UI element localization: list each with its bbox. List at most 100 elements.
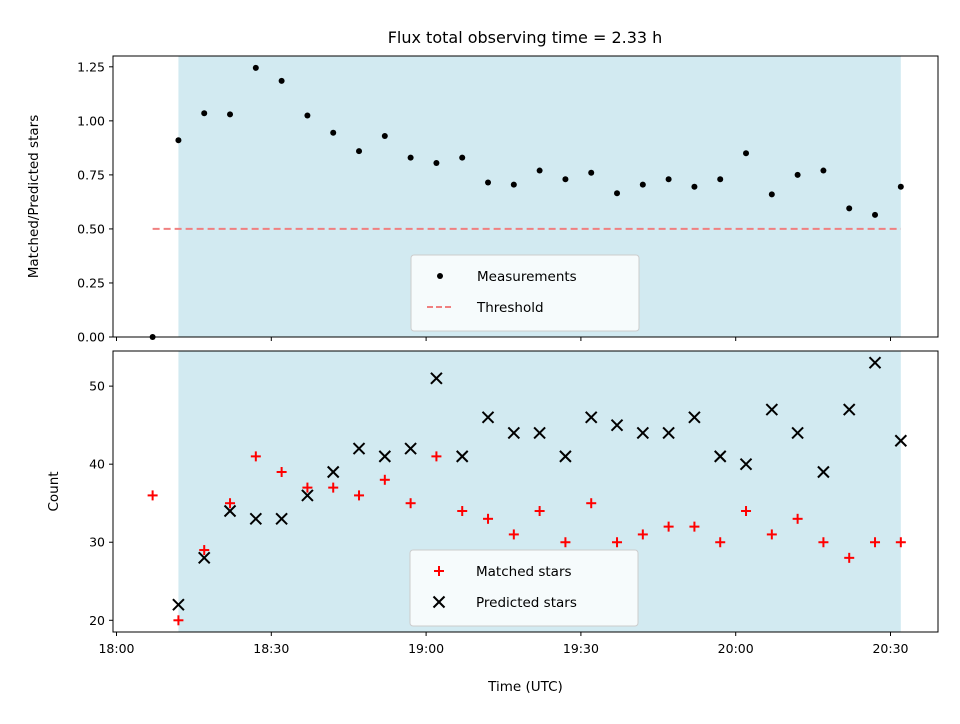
matched-stars-point [741,506,752,517]
predicted-stars-point [843,403,856,416]
axes-frame [112,55,939,338]
matched-stars-point [637,529,648,540]
predicted-stars-mark [275,512,288,526]
measurement-point [846,205,853,212]
legend: Matched stars Predicted stars [409,549,639,627]
x-tick-label: 19:30 [563,641,599,656]
matched-stars-point [534,506,545,517]
predicted-stars-mark [868,356,882,369]
measurement-point [897,183,904,190]
matched-stars-point [689,521,700,532]
predicted-stars-mark [894,434,908,447]
bottom-panel: 20 30 40 50 18:00 18:30 19:00 19:30 20:00 20:30 Co… [46,350,939,695]
predicted-stars-point [172,598,185,611]
measurement-point [639,181,646,188]
measurement-point [510,181,517,188]
predicted-stars-mark [507,426,521,440]
matched-stars-point [508,529,519,540]
measurement-point [743,150,750,157]
predicted-stars-mark [714,450,727,463]
predicted-stars-mark [688,411,701,424]
measurement-point [201,110,208,117]
predicted-stars-point [765,403,779,416]
y-axis-label: Matched/Predicted stars [26,115,42,278]
predicted-stars-mark [843,403,856,416]
measurement-point [433,159,440,166]
predicted-stars-point [456,450,469,463]
matched-stars-point [379,474,390,485]
matched-stars-point [870,537,881,548]
legend-item: Matched stars [434,564,572,580]
predicted-stars-mark [198,551,211,565]
y-tick-label: 0.00 [77,330,105,345]
matched-stars-point [225,498,236,509]
y-tick-label: 30 [89,535,105,550]
y-tick-label: 1.25 [77,59,105,74]
predicted-stars-point [378,450,392,463]
predicted-stars-mark [352,442,366,455]
measurement-point [872,211,879,218]
measurement-point [252,64,259,71]
predicted-stars-mark [585,411,598,424]
predicted-stars-mark [327,465,340,479]
measurement-point [820,167,827,174]
measurement-point [717,176,724,183]
matched-stars-point [405,498,416,509]
predicted-stars-point [481,411,495,424]
predicted-stars-point [714,450,727,463]
measurement-point [175,137,182,144]
matched-stars-point [612,537,623,548]
predicted-stars-point [817,465,830,479]
measurement-point [304,112,311,119]
legend-item: Predicted stars [432,595,577,611]
measurement-point [614,190,621,197]
y-tick-label: 1.00 [77,113,105,128]
matched-stars-point [354,490,365,501]
matched-stars-point [715,537,726,548]
matched-stars-point [586,498,597,509]
measurement-point [278,77,285,84]
measurement-point [381,132,388,139]
matched-stars-point [663,521,674,532]
predicted-stars-point [894,434,908,447]
matched-stars-point [792,513,803,524]
predicted-stars-point [430,372,443,385]
predicted-stars-point [688,411,701,424]
y-tick-label: 0.75 [77,167,105,182]
measurement-point [691,183,698,190]
y-tick-label: 0.50 [77,221,105,236]
matched-stars-point [457,506,468,517]
predicted-stars-mark [791,426,804,440]
matched-stars-point [276,466,287,477]
predicted-stars-mark [301,489,314,502]
matched-stars-point [483,513,494,524]
predicted-stars-point [559,450,572,463]
measurement-point [536,167,543,174]
y-axis-label: Count [46,471,62,511]
x-tick-label: 20:00 [718,641,754,656]
legend-label: Predicted stars [476,595,577,611]
series-group [147,356,908,626]
predicted-stars-point [301,489,314,502]
predicted-stars-point [610,418,624,432]
legend-label: Matched stars [476,564,572,580]
matched-stars-point [250,451,261,462]
predicted-stars-mark [456,450,469,463]
predicted-stars-point [404,442,417,455]
predicted-stars-point [352,442,366,455]
predicted-stars-point [507,426,521,440]
x-tick-label: 20:30 [872,641,908,656]
predicted-stars-mark [662,426,675,440]
x-tick-label: 18:30 [253,641,289,656]
x-axis-label: Time (UTC) [487,679,563,695]
predicted-stars-mark [249,512,263,526]
predicted-stars-mark [172,598,185,611]
predicted-stars-point [249,512,263,526]
legend-marker-dot [437,273,443,279]
measurement-point [227,111,234,118]
legend-item: Threshold [427,300,544,316]
legend-box [410,254,640,332]
predicted-stars-mark [765,403,779,416]
matched-stars-point [560,537,571,548]
matched-stars-point [328,482,339,493]
